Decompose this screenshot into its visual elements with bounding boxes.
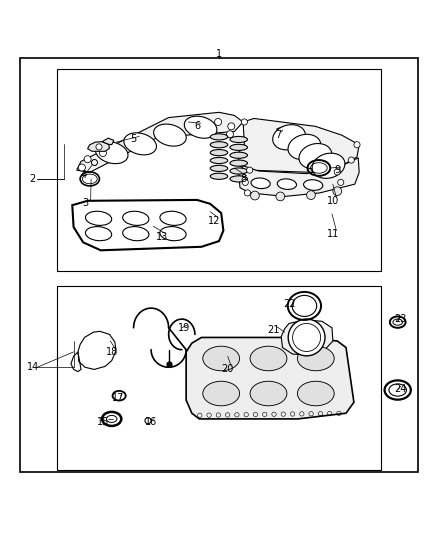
Polygon shape bbox=[88, 142, 110, 151]
Text: 10: 10 bbox=[327, 196, 339, 206]
Ellipse shape bbox=[251, 178, 270, 189]
Ellipse shape bbox=[230, 144, 247, 150]
Ellipse shape bbox=[230, 152, 247, 158]
Ellipse shape bbox=[160, 227, 186, 241]
Ellipse shape bbox=[210, 157, 228, 164]
Text: 6: 6 bbox=[194, 122, 200, 131]
Ellipse shape bbox=[312, 153, 345, 179]
Circle shape bbox=[242, 179, 248, 185]
Circle shape bbox=[247, 167, 253, 173]
Ellipse shape bbox=[250, 381, 287, 406]
Text: 11: 11 bbox=[327, 229, 339, 239]
Text: 24: 24 bbox=[395, 384, 407, 394]
Polygon shape bbox=[281, 320, 333, 355]
Ellipse shape bbox=[85, 211, 112, 225]
Text: 4: 4 bbox=[80, 169, 86, 180]
Ellipse shape bbox=[297, 346, 334, 371]
Polygon shape bbox=[239, 118, 359, 172]
Ellipse shape bbox=[154, 124, 186, 146]
Text: 21: 21 bbox=[268, 325, 280, 335]
Text: 7: 7 bbox=[275, 130, 281, 140]
Ellipse shape bbox=[288, 134, 321, 159]
Ellipse shape bbox=[95, 142, 128, 164]
Circle shape bbox=[307, 191, 315, 199]
Ellipse shape bbox=[123, 227, 149, 241]
Circle shape bbox=[276, 192, 285, 201]
Text: 18: 18 bbox=[106, 347, 118, 357]
Circle shape bbox=[228, 123, 235, 130]
Polygon shape bbox=[77, 112, 243, 172]
Text: 20: 20 bbox=[222, 365, 234, 374]
Ellipse shape bbox=[160, 211, 186, 225]
Circle shape bbox=[251, 191, 259, 200]
Ellipse shape bbox=[210, 173, 228, 179]
Ellipse shape bbox=[297, 381, 334, 406]
Text: 2: 2 bbox=[30, 174, 36, 184]
Ellipse shape bbox=[123, 211, 149, 225]
Text: 17: 17 bbox=[112, 393, 124, 403]
Text: 3: 3 bbox=[82, 198, 88, 208]
Text: 23: 23 bbox=[395, 314, 407, 324]
Polygon shape bbox=[239, 158, 359, 197]
Text: 15: 15 bbox=[97, 417, 109, 427]
Ellipse shape bbox=[273, 125, 305, 150]
Circle shape bbox=[99, 150, 106, 157]
Ellipse shape bbox=[85, 227, 112, 241]
Text: 13: 13 bbox=[156, 232, 168, 242]
Circle shape bbox=[338, 179, 344, 185]
Circle shape bbox=[333, 187, 342, 196]
Circle shape bbox=[244, 190, 251, 196]
Ellipse shape bbox=[230, 168, 247, 174]
Text: 8: 8 bbox=[240, 174, 246, 184]
Ellipse shape bbox=[184, 116, 217, 138]
Ellipse shape bbox=[230, 160, 247, 166]
Circle shape bbox=[78, 164, 85, 171]
Circle shape bbox=[354, 142, 360, 148]
Ellipse shape bbox=[210, 134, 228, 140]
Circle shape bbox=[334, 169, 340, 175]
Ellipse shape bbox=[210, 150, 228, 156]
Polygon shape bbox=[102, 138, 114, 145]
Text: 22: 22 bbox=[283, 298, 295, 309]
Circle shape bbox=[226, 131, 233, 138]
Text: 19: 19 bbox=[178, 323, 190, 333]
Text: 14: 14 bbox=[27, 362, 39, 372]
Circle shape bbox=[84, 156, 91, 163]
Circle shape bbox=[241, 119, 247, 125]
Ellipse shape bbox=[277, 179, 297, 189]
Circle shape bbox=[348, 157, 354, 163]
Text: 16: 16 bbox=[145, 417, 157, 427]
Polygon shape bbox=[186, 337, 354, 419]
Ellipse shape bbox=[299, 143, 332, 169]
Text: 12: 12 bbox=[208, 215, 221, 225]
Ellipse shape bbox=[203, 346, 240, 371]
Text: 9: 9 bbox=[334, 165, 340, 175]
Ellipse shape bbox=[230, 176, 247, 182]
Ellipse shape bbox=[230, 136, 247, 142]
Text: 5: 5 bbox=[131, 134, 137, 144]
Circle shape bbox=[96, 144, 102, 150]
Ellipse shape bbox=[124, 133, 156, 155]
Ellipse shape bbox=[210, 142, 228, 148]
Polygon shape bbox=[277, 126, 290, 134]
Ellipse shape bbox=[210, 165, 228, 172]
Ellipse shape bbox=[288, 319, 325, 356]
Ellipse shape bbox=[304, 180, 323, 190]
Circle shape bbox=[215, 118, 222, 125]
Ellipse shape bbox=[203, 381, 240, 406]
Text: 1: 1 bbox=[216, 49, 222, 59]
Ellipse shape bbox=[250, 346, 287, 371]
